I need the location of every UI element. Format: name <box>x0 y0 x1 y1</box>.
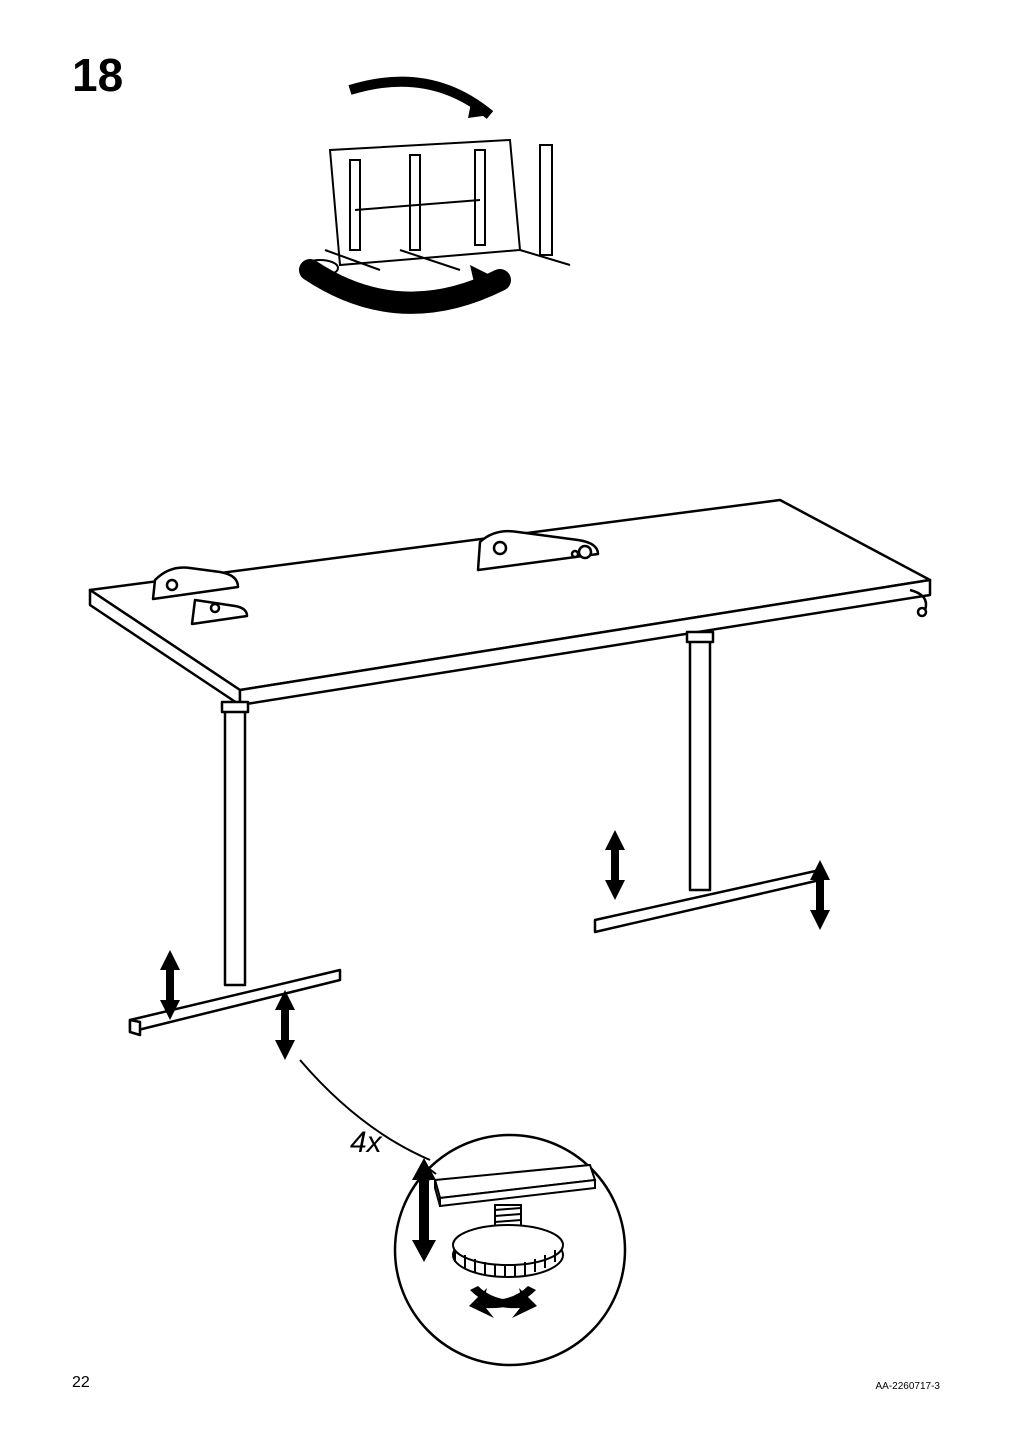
adjust-arrow-icon <box>160 830 830 1060</box>
document-id: AA-2260717-3 <box>876 1381 941 1392</box>
page-number: 22 <box>72 1374 90 1392</box>
instruction-page: 18 <box>0 0 1012 1432</box>
assembled-desk-illustration <box>60 480 940 1180</box>
flip-desk-illustration <box>200 70 600 320</box>
foot-detail-callout <box>340 1110 640 1370</box>
step-number: 18 <box>72 48 123 102</box>
callout-count-label: 4x <box>350 1126 382 1160</box>
